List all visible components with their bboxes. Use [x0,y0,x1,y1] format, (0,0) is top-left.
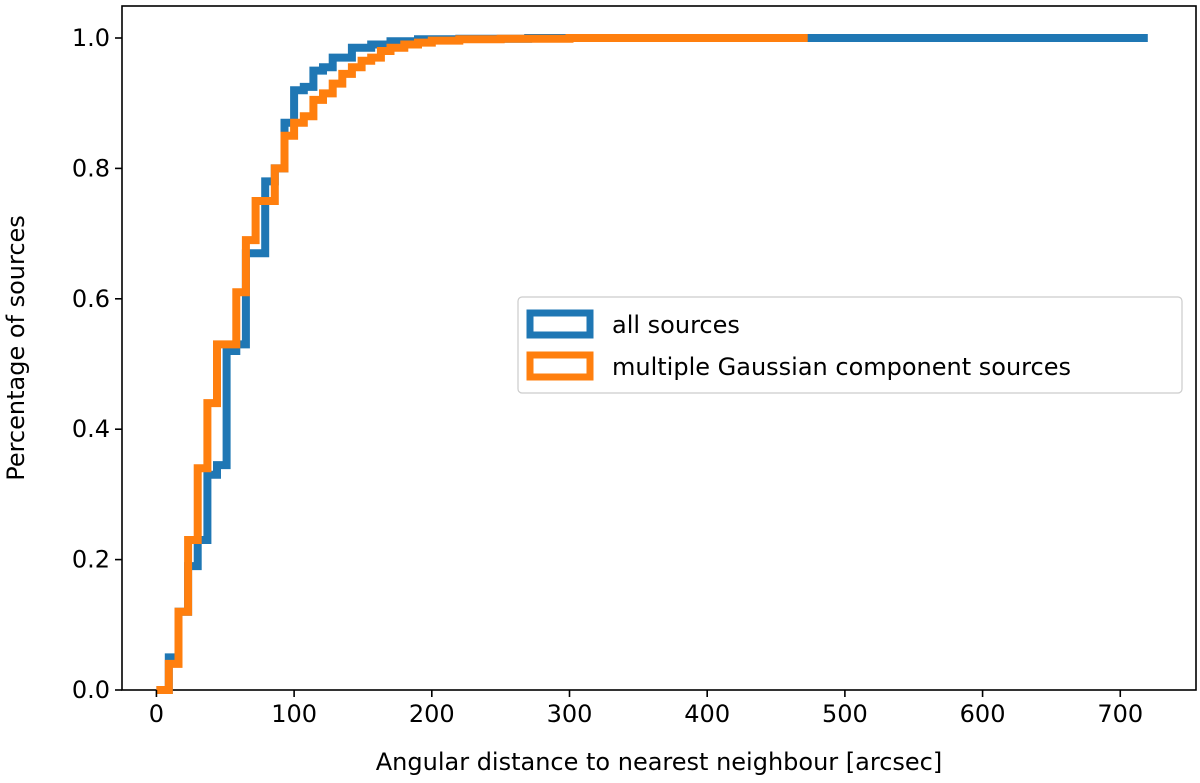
series-line-multiple-gaussian [156,34,808,694]
legend-box [517,296,1183,394]
legend-swatch-all-sources [526,309,594,339]
y-tick-label: 0.2 [72,546,110,574]
y-axis-ticks: 0.0 0.2 0.4 0.6 0.8 1.0 [72,24,122,704]
x-axis-label: Angular distance to nearest neighbour [a… [376,748,942,776]
plot-frame [121,5,1197,691]
y-axis-label: Percentage of sources [2,215,30,481]
series-layer [156,34,1148,694]
x-tick-label: 700 [1097,700,1143,728]
x-tick-label: 300 [547,700,593,728]
legend-label-all-sources: all sources [612,311,740,339]
legend-swatch-multiple-gaussian [526,351,594,381]
legend: all sources multiple Gaussian component … [517,296,1183,394]
x-tick-label: 400 [684,700,730,728]
x-tick-label: 200 [409,700,455,728]
legend-label-multiple-gaussian: multiple Gaussian component sources [612,353,1071,381]
x-tick-label: 500 [822,700,868,728]
x-tick-label: 600 [960,700,1006,728]
x-axis-ticks: 0 100 200 300 400 500 600 700 [149,690,1143,728]
y-tick-label: 0.0 [72,676,110,704]
y-tick-label: 0.4 [72,415,110,443]
x-tick-label: 0 [149,700,164,728]
y-tick-label: 0.8 [72,154,110,182]
y-tick-label: 0.6 [72,285,110,313]
x-tick-label: 100 [271,700,317,728]
y-tick-label: 1.0 [72,24,110,52]
